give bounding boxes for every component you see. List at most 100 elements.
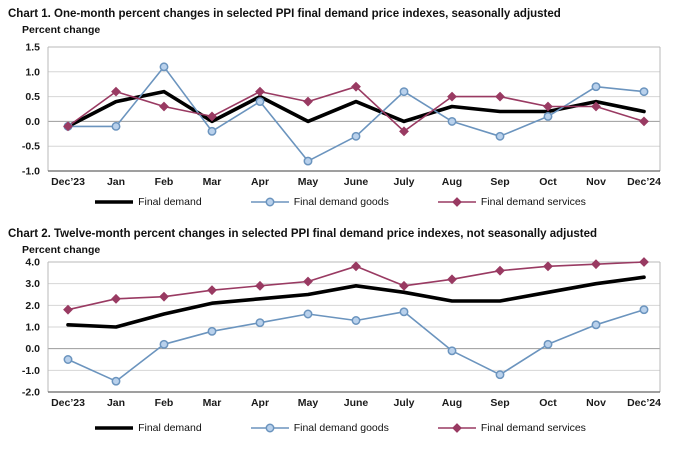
- x-tick-label: June: [344, 176, 369, 188]
- data-point: [591, 320, 601, 330]
- data-point: [351, 261, 361, 272]
- legend-item-final-demand: Final demand: [94, 422, 202, 434]
- data-point: [399, 307, 409, 317]
- chart2-y-axis-title: Percent change: [22, 244, 101, 256]
- x-tick-label: Aug: [442, 397, 462, 408]
- data-point: [111, 376, 121, 386]
- data-point: [399, 87, 409, 97]
- x-tick-label: May: [298, 176, 319, 188]
- x-tick-label: Dec’23: [51, 397, 85, 408]
- y-tick-label: 0.5: [25, 91, 40, 103]
- data-point: [351, 316, 361, 325]
- data-point: [495, 91, 505, 102]
- chart1-legend: Final demand Final demand goods Final de…: [0, 192, 680, 212]
- data-point: [255, 318, 265, 328]
- data-point: [351, 131, 361, 141]
- legend-marker: [451, 197, 462, 207]
- y-tick-label: -0.5: [22, 141, 40, 153]
- legend-marker: [265, 197, 275, 207]
- final-demand-goods-line-icon: [250, 197, 289, 207]
- x-tick-label: Dec’24: [627, 176, 661, 188]
- data-point: [159, 339, 169, 349]
- data-point: [591, 101, 601, 112]
- data-point: [543, 111, 553, 121]
- x-tick-label: Dec’24: [627, 397, 661, 408]
- y-tick-label: -2.0: [22, 387, 40, 399]
- final-demand-services-line-icon: [437, 423, 476, 433]
- data-point: [207, 126, 217, 136]
- data-point: [447, 346, 457, 356]
- data-point: [639, 87, 649, 97]
- x-tick-label: Jan: [107, 397, 125, 408]
- x-tick-label: Mar: [203, 176, 222, 188]
- data-point: [63, 355, 73, 364]
- chart2-title: Chart 2. Twelve-month percent changes in…: [8, 228, 598, 240]
- x-tick-label: Feb: [155, 176, 174, 188]
- final-demand-services-line-icon: [437, 197, 476, 207]
- x-tick-label: Aug: [442, 176, 462, 188]
- x-tick-label: Sep: [490, 397, 509, 408]
- data-point: [447, 91, 457, 102]
- data-point: [111, 293, 121, 304]
- x-tick-label: Mar: [203, 397, 222, 408]
- x-tick-label: Oct: [539, 176, 557, 188]
- data-point: [303, 276, 313, 287]
- series-line-final-demand: [66, 275, 646, 329]
- data-point: [63, 304, 73, 315]
- y-tick-label: -1.0: [22, 166, 40, 178]
- chart1-title: Chart 1. One-month percent changes in se…: [8, 8, 561, 20]
- legend-item-final-demand-goods: Final demand goods: [250, 422, 389, 434]
- data-point: [111, 121, 121, 131]
- x-tick-label: Oct: [539, 397, 557, 408]
- data-point: [543, 261, 553, 272]
- data-point: [303, 309, 313, 319]
- data-point: [255, 280, 265, 291]
- data-point: [111, 86, 121, 97]
- data-point: [159, 62, 169, 72]
- data-point: [495, 131, 505, 141]
- x-tick-label: Sep: [490, 176, 509, 188]
- legend-item-final-demand-goods: Final demand goods: [250, 196, 389, 208]
- data-point: [591, 259, 601, 270]
- data-point: [303, 156, 313, 166]
- y-tick-label: 0.0: [25, 343, 40, 355]
- legend-label-final-demand-services: Final demand services: [480, 422, 586, 434]
- data-point: [399, 126, 409, 137]
- data-point: [303, 96, 313, 107]
- legend-label-final-demand: Final demand: [138, 422, 202, 434]
- legend-marker: [451, 423, 462, 433]
- y-tick-label: 1.0: [25, 66, 40, 78]
- data-point: [255, 86, 265, 97]
- y-tick-label: 2.0: [25, 300, 40, 312]
- data-point: [639, 116, 649, 127]
- data-point: [639, 257, 649, 267]
- data-point: [159, 291, 169, 302]
- data-point: [399, 280, 409, 291]
- data-point: [543, 339, 553, 349]
- data-point: [159, 101, 169, 112]
- y-tick-label: 4.0: [25, 257, 40, 269]
- legend-item-final-demand: Final demand: [94, 196, 202, 208]
- y-tick-label: 1.5: [25, 42, 40, 54]
- data-point: [543, 101, 553, 112]
- final-demand-goods-line-icon: [250, 423, 289, 433]
- x-tick-label: Nov: [586, 397, 606, 408]
- chart1-plot-area: 1.5 1.0 0.5 0.0 -0.5 -1.0 Dec’23 Jan Feb Mar Apr Ma…: [22, 42, 661, 189]
- x-tick-label: Feb: [155, 397, 174, 408]
- x-tick-label: May: [298, 397, 319, 408]
- x-tick-label: Apr: [251, 397, 269, 408]
- data-point: [207, 285, 217, 296]
- legend-label-final-demand: Final demand: [138, 196, 202, 208]
- x-tick-label: Jan: [107, 176, 125, 188]
- x-tick-label: Nov: [586, 176, 606, 188]
- y-tick-label: 3.0: [25, 278, 40, 290]
- legend-label-final-demand-goods: Final demand goods: [293, 196, 389, 208]
- x-tick-label: Dec’23: [51, 176, 85, 188]
- legend-label-final-demand-services: Final demand services: [480, 196, 586, 208]
- legend-marker: [265, 423, 275, 433]
- data-point: [207, 326, 217, 336]
- chart1-y-axis-title: Percent change: [22, 24, 101, 36]
- data-point: [255, 97, 265, 107]
- x-tick-label: June: [344, 397, 369, 408]
